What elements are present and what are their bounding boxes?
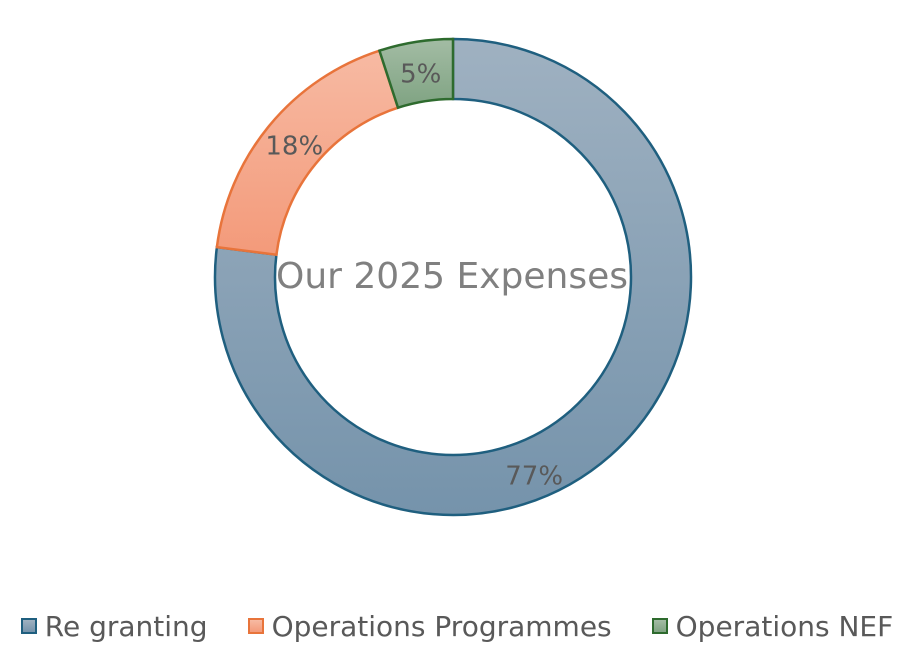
legend-swatch (20, 618, 37, 634)
legend-item-operations-nef: Operations NEF (651, 609, 894, 643)
chart-title: Our 2025 Expenses (276, 256, 628, 297)
legend-label: Operations NEF (675, 609, 894, 643)
legend-label: Re granting (44, 609, 208, 643)
data-label-operations-programmes: 18% (265, 132, 323, 162)
data-label-re-granting: 77% (505, 461, 563, 491)
legend-label: Operations Programmes (271, 609, 612, 643)
slice-re-granting (213, 37, 693, 517)
legend-swatch (651, 618, 668, 634)
legend-item-re-granting: Re granting (20, 609, 208, 643)
slice-operations-nef (377, 37, 455, 110)
legend: Re granting Operations Programmes Operat… (0, 606, 914, 646)
data-label-operations-nef: 5% (400, 60, 441, 90)
legend-item-operations-programmes: Operations Programmes (247, 609, 612, 643)
legend-swatch (247, 618, 264, 634)
